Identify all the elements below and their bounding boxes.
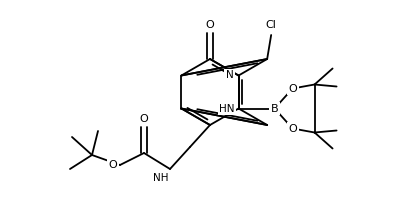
Text: B: B [271,104,278,113]
Text: O: O [108,160,117,170]
Text: O: O [288,84,297,93]
Text: O: O [206,20,214,30]
Text: Cl: Cl [266,20,277,30]
Text: O: O [288,123,297,134]
Text: N: N [226,71,234,80]
Text: HN: HN [219,104,235,113]
Text: NH: NH [152,173,168,183]
Text: O: O [139,114,148,124]
